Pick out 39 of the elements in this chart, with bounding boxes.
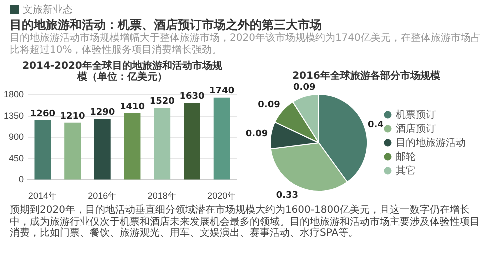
text: 预期到2020年，目的地活动垂直细分领域潜在市场规模大约为1600-1800亿美元，且这一数字仍在增长中，成为旅游行业仅次于机票和酒店未来发展机会最多的领域。目的地旅游和活动市场主要涉及体验性项目消费，比如门票、餐饮、旅游观光、用车、文娱演出、赛事活动、水疗SPA等。 <box>10 205 481 240</box>
x-tick-label: 2018年 <box>148 191 177 202</box>
bar <box>34 120 52 180</box>
text: 文旅新业态 <box>23 4 73 16</box>
legend-label: 邮轮 <box>396 150 416 163</box>
legend-label: 酒店预订 <box>396 122 436 135</box>
data-label: 1290 <box>90 108 116 118</box>
data-label: 0.09 <box>246 129 268 140</box>
bar <box>124 113 141 180</box>
text: 目的地旅游活动市场规模增幅大于整体旅游市场，2020年该市场规模约为1740亿美元，在整体旅游市场占比将超过10%，体验性服务项目消费增长强劲。 <box>10 33 482 57</box>
bar <box>184 103 200 180</box>
data-label: 0.4 <box>368 120 384 131</box>
y-tick-label: 1800 <box>4 89 24 100</box>
data-label: 1740 <box>210 86 235 97</box>
bar <box>154 108 171 180</box>
data-label: 0.09 <box>258 100 280 110</box>
text: 目的地旅游和活动：机票、酒店预订市场之外的第三大市场 <box>10 18 323 32</box>
x-tick-label: 2014年 <box>28 191 58 202</box>
data-label: 1520 <box>150 97 175 108</box>
y-tick-label: 0 <box>19 174 24 185</box>
bar <box>94 119 111 180</box>
y-tick-label: 450 <box>8 153 24 164</box>
x-tick-label: 2016年 <box>88 191 118 202</box>
legend-label: 其它 <box>396 164 416 177</box>
y-tick-label: 1350 <box>4 110 24 121</box>
data-label: 0.33 <box>276 191 299 202</box>
chart-title: 2014-2020年全球目的地旅游和活动市场规模（单位：亿美元） <box>22 61 224 83</box>
data-label: 0.09 <box>294 83 316 94</box>
legend-label: 机票预订 <box>396 108 436 121</box>
chart-title: 2016年全球旅游各部分市场规模 <box>292 71 442 82</box>
data-label: 1260 <box>30 109 56 120</box>
bar <box>64 122 82 180</box>
bar <box>214 98 230 180</box>
x-tick-label: 2020年 <box>208 191 237 202</box>
data-label: 1630 <box>180 92 205 102</box>
legend-label: 目的地旅游活动 <box>396 136 466 149</box>
data-label: 1410 <box>120 102 146 112</box>
y-tick-label: 900 <box>8 132 24 142</box>
data-label: 1210 <box>60 112 86 122</box>
